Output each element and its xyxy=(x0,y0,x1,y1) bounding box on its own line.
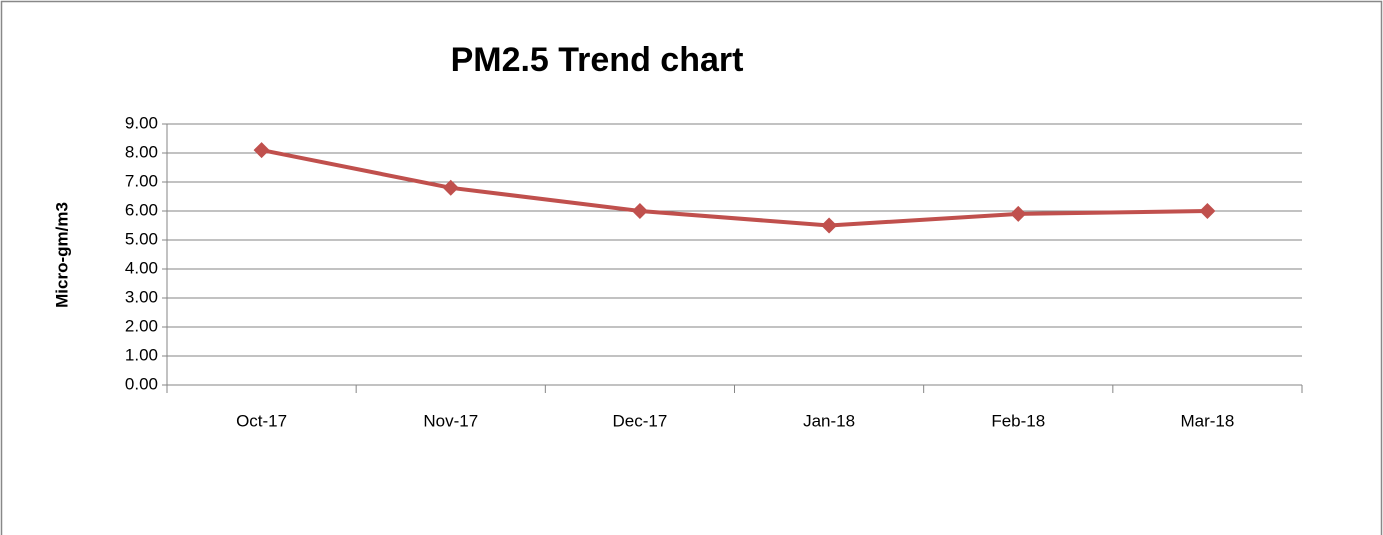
x-tick-label: Oct-17 xyxy=(236,411,287,430)
y-tick-label: 2.00 xyxy=(125,316,158,335)
y-tick-label: 4.00 xyxy=(125,258,158,277)
x-tick-label: Dec-17 xyxy=(613,411,668,430)
x-tick-label: Feb-18 xyxy=(991,411,1045,430)
series-line xyxy=(261,148,1208,228)
data-point xyxy=(821,217,838,234)
data-point xyxy=(442,179,459,196)
y-tick-label: 7.00 xyxy=(125,171,158,190)
y-axis-title: Micro-gm/m3 xyxy=(52,202,71,308)
x-tick-label: Nov-17 xyxy=(423,411,478,430)
data-point xyxy=(1199,203,1216,219)
data-point xyxy=(631,203,648,219)
y-tick-label: 0.00 xyxy=(125,374,158,393)
y-tick-label: 3.00 xyxy=(125,287,158,306)
data-point xyxy=(1010,205,1027,222)
y-tick-label: 6.00 xyxy=(125,200,158,219)
y-tick-label: 8.00 xyxy=(125,142,158,161)
x-tick-label: Mar-18 xyxy=(1180,411,1234,430)
y-tick-label: 1.00 xyxy=(125,345,158,364)
y-tick-label: 9.00 xyxy=(125,113,158,132)
chart-title: PM2.5 Trend chart xyxy=(451,41,744,79)
y-tick-label: 5.00 xyxy=(125,229,158,248)
x-tick-label: Jan-18 xyxy=(803,411,855,430)
data-point xyxy=(253,142,270,159)
